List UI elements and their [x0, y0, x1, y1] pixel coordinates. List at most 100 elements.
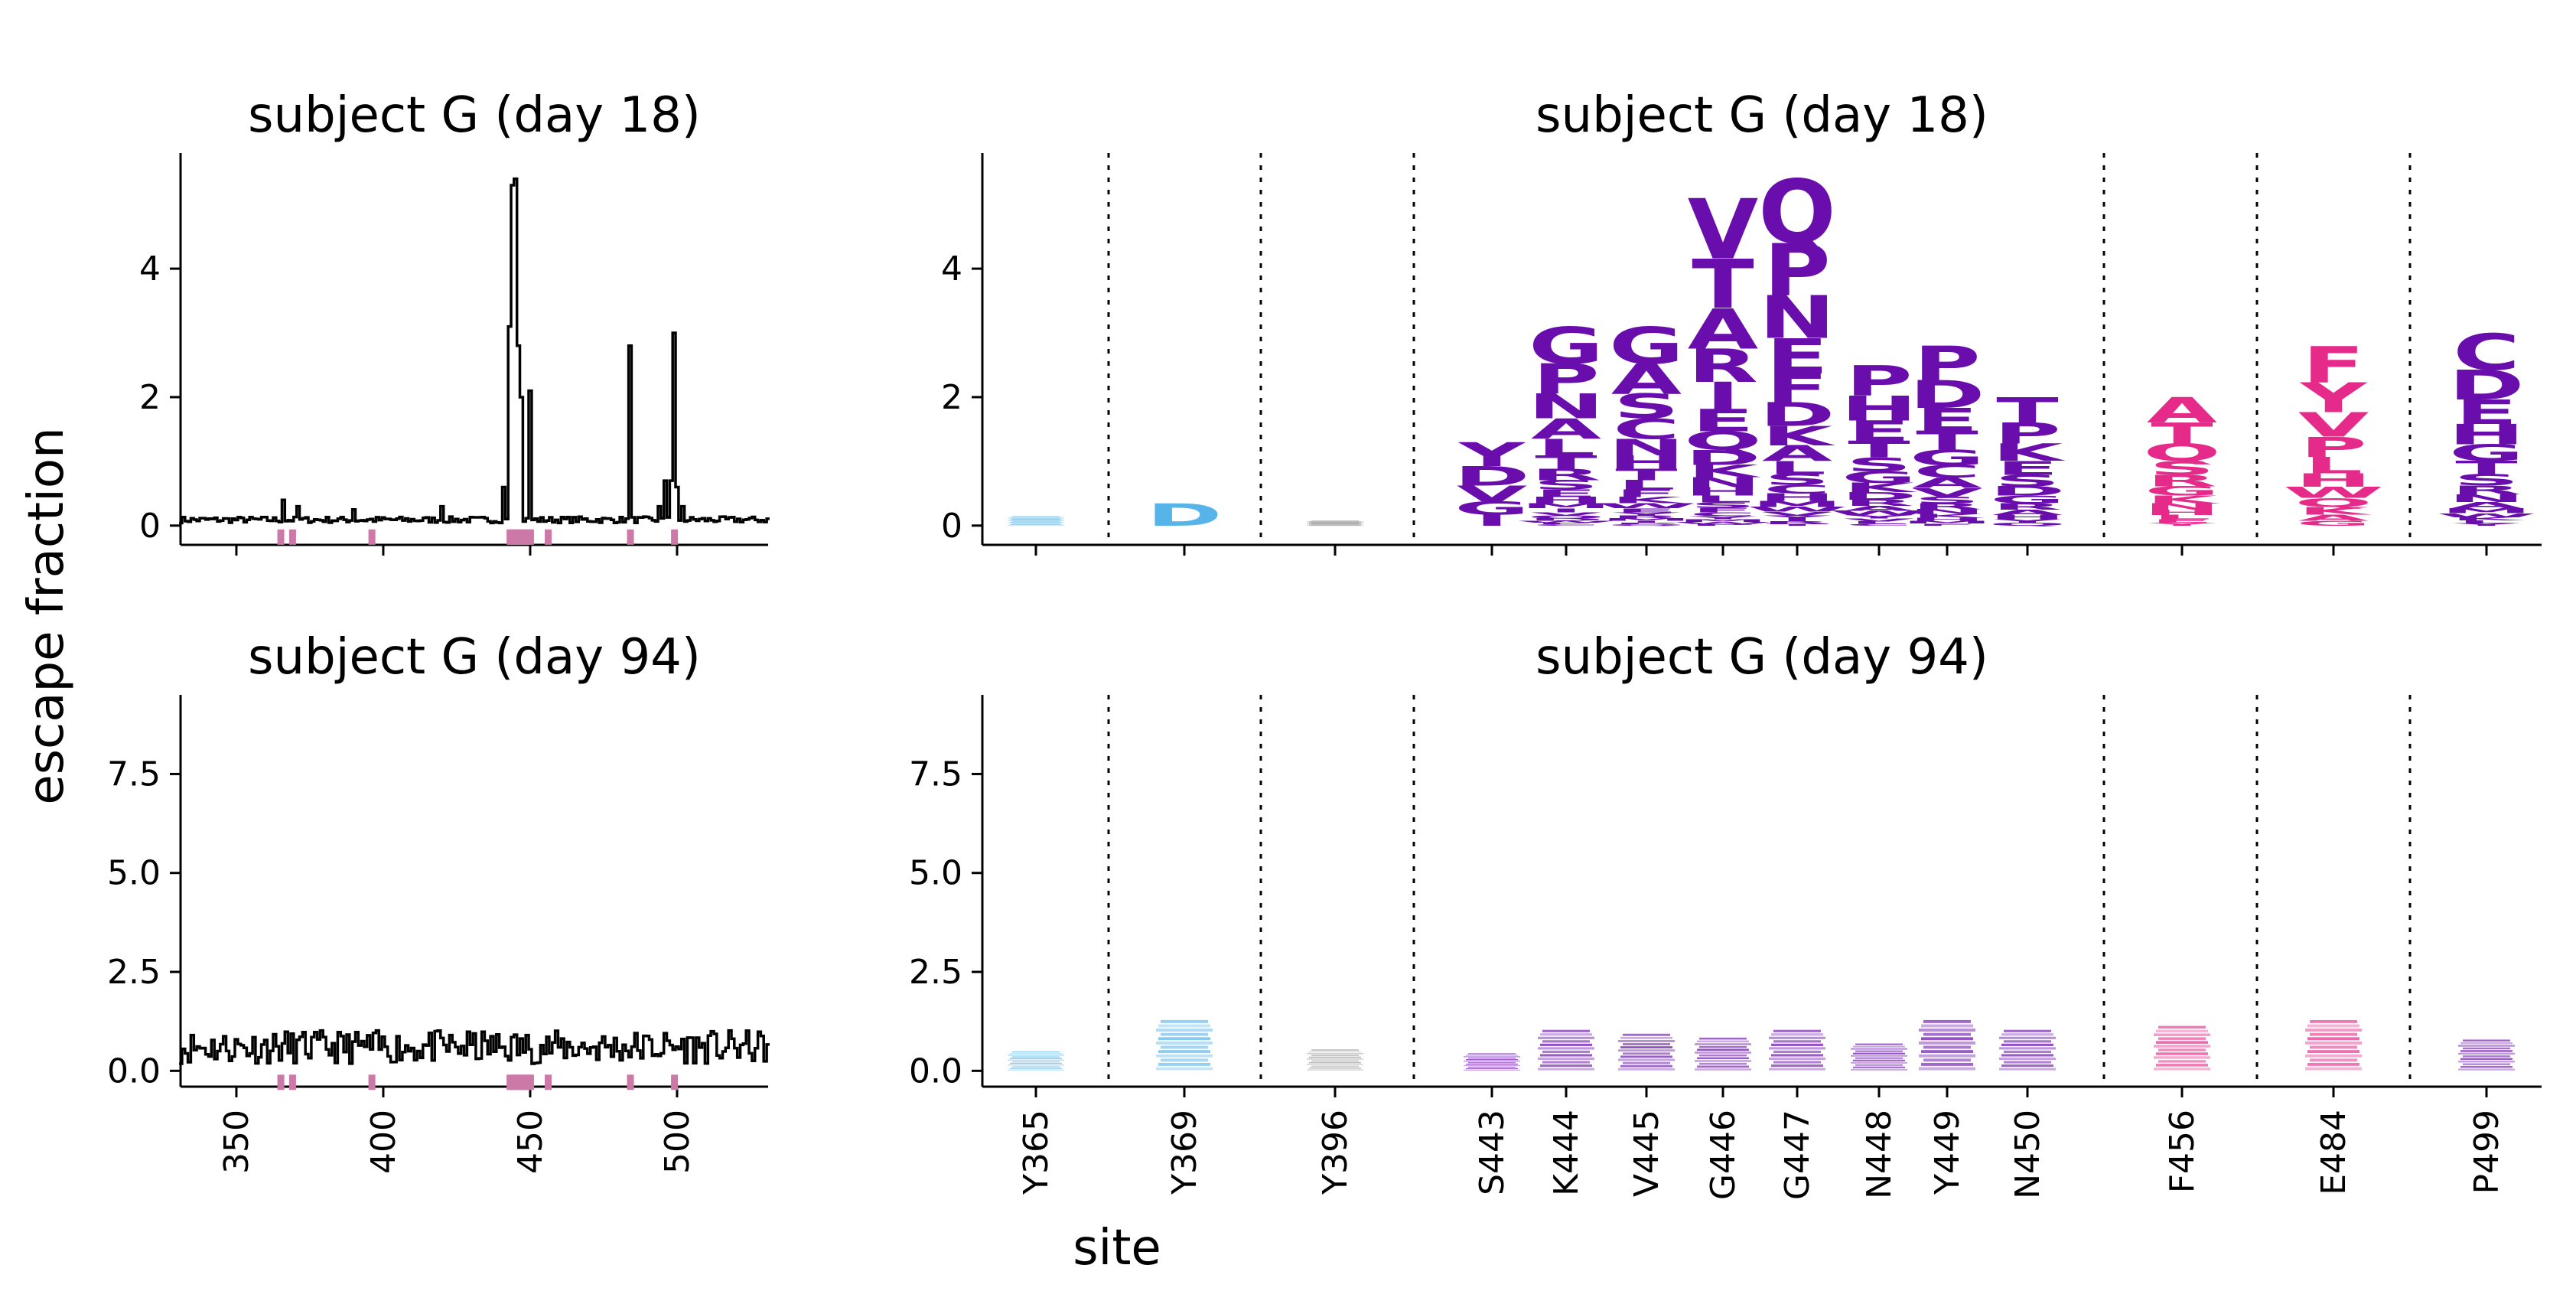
logo-day18-logo-letter: I — [1780, 518, 1814, 523]
logo-day94-logo-stack — [2305, 1019, 2362, 1071]
figure-ylabel: escape fraction — [18, 427, 75, 804]
logo-day94-logo-band — [1773, 1040, 1821, 1043]
logo-day18-logo-letter: S — [1614, 387, 1679, 427]
logo-day94-logo-band — [1773, 1050, 1821, 1054]
logo-day94-logo-band — [1618, 1049, 1675, 1052]
logo-day18-logo-letter: Y — [1457, 436, 1526, 474]
logo-day18-logo-letter: A — [2451, 500, 2522, 510]
logo-day18-logo-letter: W — [2283, 484, 2384, 502]
logo-day18-logo-letter: M — [1521, 502, 1612, 510]
logo-day18-logo-letter: D — [1454, 461, 1529, 492]
logo-day18-logo-letter: T — [1692, 245, 1754, 324]
logo-day94-logo-band — [1771, 1033, 1823, 1036]
logo-day94-ytick-label: 2.5 — [909, 953, 962, 992]
logo-day18-logo-letter: C — [1845, 523, 1913, 527]
logo-day18-logo-letter: H — [1759, 492, 1835, 504]
logo-day18-logo-letter: S — [1690, 500, 1756, 510]
logo-day94-logo-band — [1464, 1056, 1520, 1058]
logo-day18-logo-letter: M — [1902, 520, 1993, 524]
logo-day18-logo-letter: H — [1909, 517, 1985, 522]
logo-day18-logo-letter: P — [1913, 337, 1981, 391]
logo-day18-logo-letter: A — [1844, 504, 1915, 513]
logo-day18-logo-band — [1309, 522, 1361, 523]
logo-day94-logo-band — [1851, 1068, 1907, 1071]
logo-day94-logo-band — [2158, 1037, 2206, 1040]
logo-day18-logo-letter: G — [1609, 316, 1684, 375]
logo-day18-logo-letter: E — [1766, 328, 1829, 385]
logo-day18-logo-letter: A — [1992, 508, 2063, 517]
logo-day94-logo-band — [2463, 1047, 2510, 1050]
logo-day94-xtick-label: Y396 — [1316, 1110, 1355, 1195]
logo-day94-logo-band — [1769, 1068, 1825, 1071]
logo-day94-logo-band — [2460, 1058, 2512, 1061]
logo-day94-logo-band — [1769, 1047, 1825, 1050]
logo-day18-logo-letter: Q — [2294, 496, 2372, 510]
logo-day94-logo-stack — [1769, 1029, 1825, 1071]
logo-day18-logo-letter: C — [1689, 511, 1757, 517]
logo-day18-logo-letter: W — [1672, 521, 1773, 524]
logo-day94-logo-band — [2004, 1061, 2051, 1064]
logo-day94-logo-band — [1695, 1051, 1751, 1054]
logo-day18-logo-band — [1311, 524, 1359, 526]
logo-day94-logo-band — [2158, 1025, 2206, 1029]
line-day94-site-marker — [526, 1074, 534, 1091]
logo-day94-logo-band — [1771, 1043, 1823, 1046]
logo-day94-logo-band — [2458, 1068, 2515, 1071]
logo-day94-logo-band — [1773, 1061, 1821, 1064]
logo-day94-logo-band — [1999, 1068, 2056, 1071]
logo-day18-logo-band — [1012, 518, 1060, 520]
logo-day18-logo-letter: L — [1694, 494, 1752, 504]
logo-day94-xtick-label: Y365 — [1017, 1110, 1056, 1195]
logo-day18-logo-letter: D — [1528, 518, 1604, 522]
logo-day18-logo-letter: F — [1766, 366, 1829, 412]
logo-day18-logo-letter: A — [1762, 441, 1832, 466]
logo-day18-logo-letter: D — [1146, 497, 1222, 533]
logo-day94-logo-band — [1923, 1032, 1971, 1036]
logo-day18-logo-letter: T — [1535, 452, 1597, 473]
logo-day94-logo-band — [1699, 1054, 1747, 1057]
logo-day18-logo-letter: L — [1537, 434, 1595, 461]
logo-day94-logo-band — [2154, 1045, 2210, 1048]
logo-day94-logo-band — [2158, 1048, 2206, 1051]
logo-day94-xtick-label: Y449 — [1928, 1110, 1967, 1195]
logo-day18-logo-band — [1311, 523, 1359, 524]
logo-day18-logo-band — [1307, 521, 1363, 523]
logo-day94-logo-band — [1464, 1069, 1520, 1071]
logo-day94-logo-band — [2154, 1056, 2210, 1059]
logo-day94-logo-band — [1999, 1057, 2056, 1061]
logo-day94-logo-band — [1012, 1061, 1060, 1063]
logo-day94-logo-band — [1464, 1064, 1520, 1067]
logo-day18-logo-letter: T — [1848, 436, 1910, 463]
logo-day18-logo-letter: T — [1996, 390, 2059, 431]
logo-day94-xtick-label: Y369 — [1165, 1110, 1204, 1195]
logo-day18-logo-letter: V — [2298, 406, 2369, 445]
logo-day94-logo-band — [1695, 1068, 1751, 1071]
logo-day18-logo-letter: H — [1685, 485, 1761, 498]
line-day94-site-marker — [545, 1074, 552, 1091]
logo-day18-logo-letter: Q — [1527, 515, 1605, 520]
logo-day18-logo-letter: N — [1528, 387, 1604, 427]
logo-day18-logo-letter: W — [1747, 506, 1848, 513]
logo-day94-logo-band — [1769, 1036, 1825, 1039]
logo-day94-logo-band — [2310, 1032, 2357, 1036]
logo-day18-logo-band — [1309, 520, 1361, 522]
logo-day94-logo-band — [2307, 1062, 2359, 1066]
logo-day18-logo-letter: F — [1692, 507, 1754, 514]
logo-day18-logo-letter: R — [1531, 466, 1601, 484]
logo-day18-logo-letter: T — [1916, 425, 1978, 455]
logo-day18-logo-letter: K — [1844, 481, 1918, 495]
logo-day18-logo-letter: K — [2147, 494, 2221, 506]
logo-day94-logo-band — [1540, 1043, 1592, 1046]
logo-day94-logo-band — [1311, 1065, 1359, 1068]
logo-day18-logo-letter: V — [1762, 510, 1833, 517]
logo-day18-logo-band — [1309, 524, 1361, 526]
logo-day94-logo-band — [1309, 1056, 1361, 1058]
logo-day18-logo-letter: K — [2451, 517, 2526, 522]
logo-day94-logo-stack — [1695, 1037, 1751, 1071]
logo-day18-title: subject G (day 18) — [1536, 87, 1988, 144]
line-day18-ytick-label: 2 — [139, 378, 161, 417]
line-day18-site-marker — [368, 529, 376, 545]
